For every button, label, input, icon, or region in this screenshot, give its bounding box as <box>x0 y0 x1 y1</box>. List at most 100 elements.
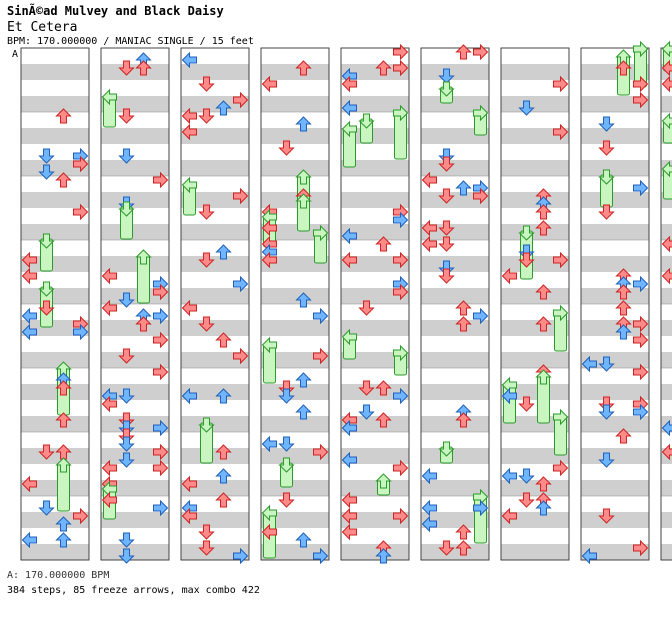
up-arrow <box>615 284 632 300</box>
left-arrow <box>341 227 357 245</box>
right-arrow <box>73 155 89 173</box>
beat-stripe <box>581 64 649 80</box>
beat-stripe <box>661 192 672 208</box>
freeze-head <box>438 81 455 97</box>
beat-stripe <box>581 128 649 144</box>
left-arrow <box>501 507 517 525</box>
right-arrow <box>153 283 169 301</box>
freeze-head <box>358 113 375 129</box>
left-arrow <box>21 531 37 549</box>
beat-stripe <box>501 160 569 176</box>
left-arrow <box>261 75 277 93</box>
down-arrow <box>598 140 615 156</box>
left-arrow <box>341 99 357 117</box>
down-arrow <box>38 500 55 516</box>
right-arrow <box>313 307 329 325</box>
beat-stripe <box>101 96 169 112</box>
right-arrow <box>633 179 649 197</box>
beat-stripe <box>261 352 329 368</box>
beat-stripe <box>21 224 89 240</box>
beat-stripe <box>581 224 649 240</box>
beat-stripe <box>501 480 569 496</box>
left-arrow <box>261 219 277 237</box>
right-arrow <box>233 347 249 365</box>
beat-stripe <box>181 256 249 272</box>
beat-stripe <box>261 320 329 336</box>
freeze-head <box>438 441 455 457</box>
left-arrow <box>661 419 672 437</box>
beat-stripe <box>421 352 489 368</box>
right-arrow <box>153 459 169 477</box>
down-arrow <box>438 188 455 204</box>
left-arrow <box>421 515 437 533</box>
up-arrow <box>295 292 312 308</box>
left-arrow <box>341 251 357 269</box>
up-arrow <box>215 100 232 116</box>
up-arrow <box>295 404 312 420</box>
up-arrow <box>135 60 152 76</box>
beat-stripe <box>421 512 489 528</box>
beat-stripe <box>661 224 672 240</box>
left-arrow <box>261 251 277 269</box>
beat-stripe <box>101 64 169 80</box>
freeze-head <box>55 457 72 473</box>
beat-stripe <box>21 192 89 208</box>
beat-stripe <box>341 544 409 560</box>
beat-stripe <box>261 64 329 80</box>
chart-column <box>580 40 650 565</box>
beat-stripe <box>421 128 489 144</box>
left-arrow <box>661 235 672 253</box>
down-arrow <box>118 292 135 308</box>
beat-stripe <box>181 192 249 208</box>
beat-stripe <box>341 448 409 464</box>
down-arrow <box>198 76 215 92</box>
up-arrow <box>455 316 472 332</box>
down-arrow <box>518 396 535 412</box>
beat-stripe <box>261 192 329 208</box>
left-arrow <box>581 547 597 565</box>
up-arrow <box>535 316 552 332</box>
beat-stripe <box>101 256 169 272</box>
left-arrow <box>341 491 357 509</box>
up-arrow <box>55 412 72 428</box>
left-arrow <box>21 307 37 325</box>
right-arrow <box>633 75 649 93</box>
left-arrow <box>181 51 197 69</box>
beat-stripe <box>261 416 329 432</box>
down-arrow <box>518 252 535 268</box>
beat-stripe <box>501 224 569 240</box>
beat-stripe <box>101 544 169 560</box>
beat-stripe <box>21 64 89 80</box>
up-arrow <box>135 316 152 332</box>
left-arrow <box>581 355 597 373</box>
beat-stripe <box>501 192 569 208</box>
down-arrow <box>198 316 215 332</box>
down-arrow <box>118 452 135 468</box>
down-arrow <box>278 436 295 452</box>
left-arrow <box>341 451 357 469</box>
beat-stripe <box>181 544 249 560</box>
beat-stripe <box>21 288 89 304</box>
beat-stripe <box>341 384 409 400</box>
beat-stripe <box>101 416 169 432</box>
up-arrow <box>55 532 72 548</box>
stats-footer: 384 steps, 85 freeze arrows, max combo 4… <box>7 585 260 596</box>
beat-stripe <box>101 384 169 400</box>
up-arrow <box>215 444 232 460</box>
down-arrow <box>358 300 375 316</box>
down-arrow <box>118 436 135 452</box>
right-arrow <box>473 499 489 517</box>
left-arrow <box>21 267 37 285</box>
right-arrow <box>473 307 489 325</box>
freeze-head <box>38 233 55 249</box>
beat-stripe <box>21 128 89 144</box>
down-arrow <box>358 380 375 396</box>
column-border <box>660 47 672 561</box>
beat-stripe <box>341 224 409 240</box>
up-arrow <box>375 412 392 428</box>
down-arrow <box>38 164 55 180</box>
beat-stripe <box>261 160 329 176</box>
down-arrow <box>118 548 135 564</box>
down-arrow <box>198 252 215 268</box>
beat-stripe <box>341 320 409 336</box>
